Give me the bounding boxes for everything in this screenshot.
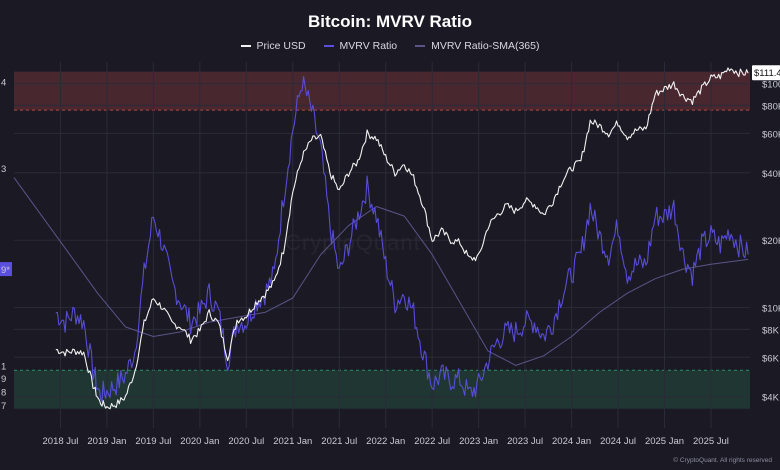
legend-label-price: Price USD (256, 40, 306, 52)
x-tick-label: 2024 Jul (600, 436, 636, 447)
price-current-label: $111.4 (754, 68, 780, 79)
legend-label-sma: MVRV Ratio-SMA(365) (431, 40, 540, 52)
right-tick-label: $40K (762, 169, 780, 180)
right-tick-label: $10K (762, 304, 780, 315)
x-tick-label: 2019 Jan (87, 436, 126, 447)
right-tick-label: $100K (762, 80, 780, 91)
x-tick-label: 2021 Jul (321, 436, 357, 447)
x-tick-label: 2025 Jul (693, 436, 729, 447)
series-line-mvrv (55, 75, 749, 402)
x-tick-label: 2020 Jul (228, 436, 264, 447)
legend-label-mvrv: MVRV Ratio (339, 40, 398, 52)
legend: Price USD MVRV Ratio MVRV Ratio-SMA(365) (0, 40, 780, 52)
legend-item-sma[interactable]: MVRV Ratio-SMA(365) (415, 40, 539, 52)
legend-swatch-price (240, 45, 251, 47)
right-tick-label: $8K (762, 325, 780, 336)
right-tick-label: $20K (762, 236, 780, 247)
legend-swatch-sma (415, 45, 426, 47)
zone-undervalued (14, 370, 750, 409)
right-tick-label: $4K (762, 393, 780, 404)
legend-item-price[interactable]: Price USD (240, 40, 306, 52)
left-tick-label: 9* (1, 265, 10, 276)
zones-layer (14, 71, 750, 409)
x-tick-label: 2019 Jul (135, 436, 171, 447)
series-layer (13, 67, 749, 410)
x-tick-label: 2024 Jan (552, 436, 591, 447)
left-tick-label: 7 (1, 401, 6, 412)
watermark: CryptoQuant (285, 230, 421, 255)
left-tick-label: 8 (1, 387, 6, 398)
left-tick-label: 4 (1, 77, 6, 88)
x-tick-label: 2025 Jan (645, 436, 684, 447)
x-tick-label: 2022 Jan (366, 436, 405, 447)
series-line-mvrv-sma (13, 177, 749, 366)
price-current-badge (752, 65, 780, 81)
footer-copyright: © CryptoQuant. All rights reserved (673, 457, 772, 464)
left-tick-label: 3 (1, 164, 6, 175)
mvrv-current-badge (0, 262, 12, 277)
x-tick-label: 2023 Jan (459, 436, 498, 447)
right-tick-label: $60K (762, 129, 780, 140)
x-tick-label: 2020 Jan (180, 436, 219, 447)
left-tick-label: 1 (1, 361, 6, 372)
x-tick-label: 2018 Jul (43, 436, 79, 447)
zone-overvalued (14, 71, 750, 111)
left-tick-label: 9 (1, 374, 6, 385)
x-tick-label: 2022 Jul (414, 436, 450, 447)
legend-item-mvrv[interactable]: MVRV Ratio (323, 40, 398, 52)
x-tick-label: 2023 Jul (507, 436, 543, 447)
chart-title: Bitcoin: MVRV Ratio (307, 12, 473, 31)
x-tick-label: 2021 Jan (273, 436, 312, 447)
right-tick-label: $80K (762, 101, 780, 112)
legend-swatch-mvrv (323, 45, 334, 47)
axis-layer: 2018 Jul 2019 Jan 2019 Jul 2020 Jan 2020 Jul… (0, 65, 780, 447)
grid-layer (14, 62, 750, 428)
right-tick-label: $6K (762, 353, 780, 364)
series-line-price (55, 67, 749, 410)
